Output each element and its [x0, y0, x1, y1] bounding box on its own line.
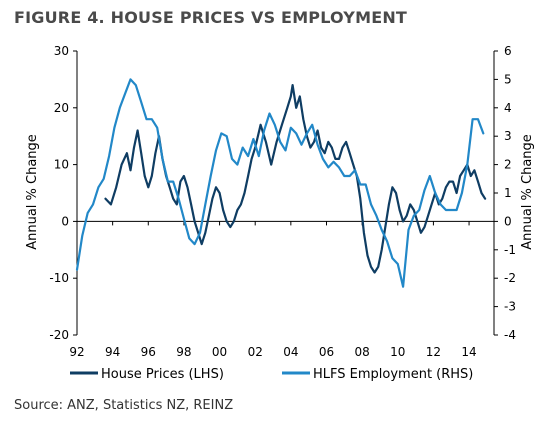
right-tick-label: -1 [504, 243, 516, 257]
series-line-house-prices [104, 83, 487, 274]
series-line-employment [75, 78, 485, 288]
legend-label-employment: HLFS Employment (RHS) [313, 367, 473, 382]
source-note: Source: ANZ, Statistics NZ, REINZ [14, 398, 234, 413]
x-tick-label: 06 [319, 345, 334, 359]
right-tick-label: -4 [504, 328, 516, 342]
right-tick-label: -3 [504, 300, 516, 314]
right-tick-label: -2 [504, 271, 516, 285]
x-tick-label: 96 [141, 345, 156, 359]
x-tick-label: 92 [69, 345, 84, 359]
x-tick-label: 04 [283, 345, 298, 359]
x-tick-label: 14 [461, 345, 476, 359]
left-tick-label: -10 [49, 271, 69, 285]
chart-legend: House Prices (LHS) HLFS Employment (RHS) [70, 367, 473, 382]
left-tick-label: 30 [54, 44, 69, 58]
right-tick-label: 6 [504, 44, 512, 58]
x-tick-label: 10 [390, 345, 405, 359]
x-tick-label: 00 [212, 345, 227, 359]
x-tick-label: 02 [248, 345, 263, 359]
right-tick-label: 0 [504, 214, 512, 228]
chart-series [75, 78, 487, 288]
left-tick-label: -20 [49, 328, 69, 342]
x-tick-label: 94 [105, 345, 120, 359]
left-tick-label: 0 [61, 214, 69, 228]
right-tick-label: 3 [504, 129, 512, 143]
x-tick-label: 98 [176, 345, 191, 359]
x-tick-label: 08 [354, 345, 369, 359]
figure-title: FIGURE 4. HOUSE PRICES VS EMPLOYMENT [14, 8, 408, 27]
left-tick-label: 20 [54, 101, 69, 115]
chart-axes [73, 50, 498, 336]
legend-label-house-prices: House Prices (LHS) [101, 367, 224, 382]
x-tick-label: 12 [426, 345, 441, 359]
left-tick-label: 10 [54, 158, 69, 172]
right-axis-label: Annual % Change [520, 134, 535, 250]
right-tick-label: 1 [504, 186, 512, 200]
left-axis-label: Annual % Change [25, 134, 40, 250]
right-tick-label: 4 [504, 101, 512, 115]
right-tick-label: 2 [504, 158, 512, 172]
right-tick-label: 5 [504, 72, 512, 86]
